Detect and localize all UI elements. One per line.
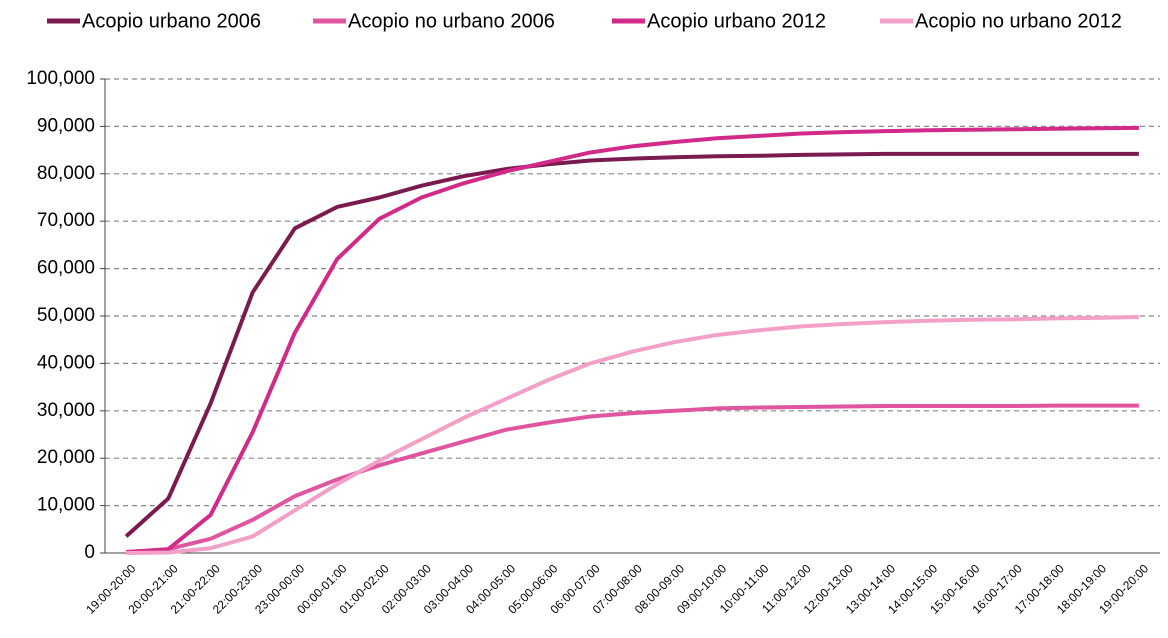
line: [125, 125, 1139, 555]
y-tick-label: 40,000: [37, 352, 95, 373]
legend-label: Acopio no urbano 2006: [348, 10, 555, 32]
y-tick-label: 90,000: [37, 115, 95, 136]
legend-label: Acopio urbano 2012: [647, 10, 826, 32]
y-tick-label: 0: [84, 542, 95, 563]
line: [124, 151, 1139, 538]
y-tick-label: 30,000: [37, 400, 95, 421]
y-tick-label: 70,000: [37, 210, 95, 231]
line: [125, 403, 1139, 555]
y-tick-label: 20,000: [37, 447, 95, 468]
y-tick-label: 100,000: [26, 68, 95, 89]
y-tick-label: 60,000: [37, 258, 95, 279]
legend-label: Acopio no urbano 2012: [915, 10, 1122, 32]
line: [126, 314, 1139, 555]
y-tick-label: 10,000: [37, 495, 95, 516]
y-tick-label: 50,000: [37, 305, 95, 326]
y-tick-label: 80,000: [37, 163, 95, 184]
legend-label: Acopio urbano 2006: [82, 10, 261, 32]
